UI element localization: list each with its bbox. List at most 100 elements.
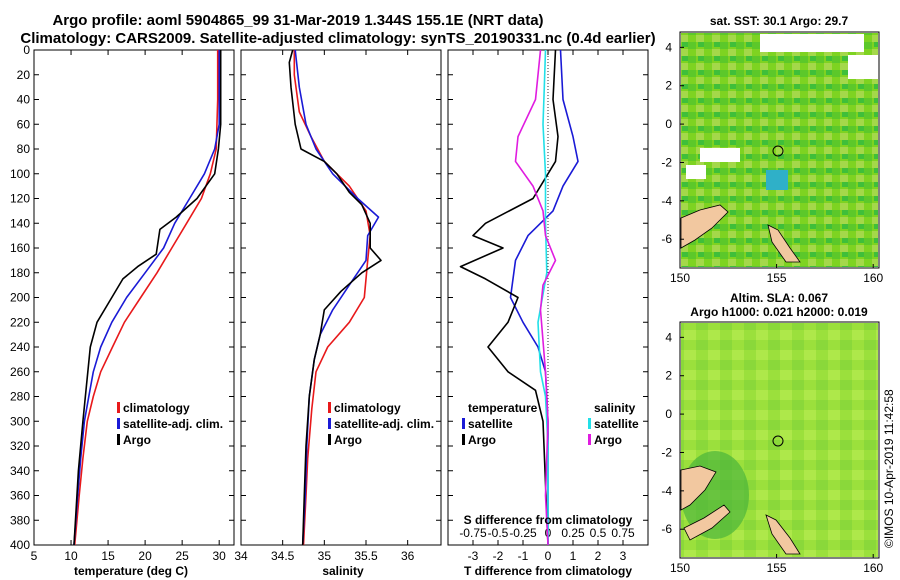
legend-satellite: satellite-adj. clim. xyxy=(334,417,434,431)
depth-tick-label: 100 xyxy=(10,167,30,181)
s-diff-tick-label: 0.75 xyxy=(611,526,635,540)
x-tick-label: 25 xyxy=(175,549,189,563)
sst-cloud-gap xyxy=(686,165,706,179)
depth-tick-label: 120 xyxy=(10,192,30,206)
legend-temperature-heading: temperature xyxy=(468,401,538,415)
map-lon-label: 155 xyxy=(767,271,787,285)
depth-tick-label: 160 xyxy=(10,241,30,255)
depth-tick-label: 320 xyxy=(10,439,30,453)
sst-cloud-gap xyxy=(848,55,878,79)
map-lon-label: 150 xyxy=(670,561,690,575)
temperature-chart: 5 10 15 20 25 30 xyxy=(31,50,226,563)
depth-tick-label: 60 xyxy=(17,117,31,131)
legend-swatch-s-argo xyxy=(588,434,591,445)
map-lat-label: -6 xyxy=(661,522,672,536)
sst-cool-patch xyxy=(766,170,788,190)
legend-swatch-climatology xyxy=(328,402,331,413)
legend-swatch-climatology xyxy=(117,402,120,413)
depth-tick-label: 80 xyxy=(17,142,31,156)
temperature-legend: climatology satellite-adj. clim. Argo xyxy=(117,401,223,447)
main-title-line2: Climatology: CARS2009. Satellite-adjuste… xyxy=(20,30,655,47)
depth-tick-label: 40 xyxy=(17,93,31,107)
main-title-line1: Argo profile: aoml 5904865_99 31-Mar-201… xyxy=(52,12,543,29)
map-lat-label: -2 xyxy=(661,445,672,459)
x-tick-label: 1 xyxy=(570,549,577,563)
depth-tick-label: 340 xyxy=(10,464,30,478)
x-tick-label: 34 xyxy=(234,549,248,563)
sst-map-title: sat. SST: 30.1 Argo: 29.7 xyxy=(710,14,849,28)
s-diff-tick-label: 0.5 xyxy=(590,526,607,540)
map-lon-label: 150 xyxy=(670,271,690,285)
map-lat-label: -4 xyxy=(661,484,672,498)
series-line-satellite-adj-clim- xyxy=(73,50,220,546)
s-diff-tick-label: -0.25 xyxy=(509,526,537,540)
legend-swatch-argo xyxy=(117,434,120,445)
series-line-t-satellite xyxy=(509,49,579,545)
x-tick-label: -2 xyxy=(493,549,504,563)
x-tick-label: 35 xyxy=(318,549,332,563)
x-tick-label: 36 xyxy=(401,549,415,563)
series-line-argo xyxy=(73,50,222,546)
sst-cloud-gap xyxy=(700,148,740,162)
x-tick-label: 5 xyxy=(31,549,38,563)
depth-tick-label: 280 xyxy=(10,390,30,404)
legend-swatch-t-argo xyxy=(462,434,465,445)
depth-tick-label: 220 xyxy=(10,315,30,329)
legend-swatch-satellite xyxy=(328,418,331,429)
temperature-panel xyxy=(33,49,235,546)
map-lat-label: 2 xyxy=(665,369,672,383)
land-icon xyxy=(683,504,731,541)
x-tick-label: -3 xyxy=(468,549,479,563)
map-lat-label: 0 xyxy=(665,407,672,421)
depth-tick-label: 0 xyxy=(23,43,30,57)
x-tick-label: 3 xyxy=(620,549,627,563)
legend-argo: Argo xyxy=(123,433,151,447)
s-diff-tick-label: -0.5 xyxy=(488,526,509,540)
map-lon-label: 155 xyxy=(767,561,787,575)
argo-location-marker-icon xyxy=(772,435,784,447)
legend-s-satellite: satellite xyxy=(594,417,639,431)
depth-tick-label: 380 xyxy=(10,513,30,527)
land-icon xyxy=(680,465,717,511)
temperature-xlabel: temperature (deg C) xyxy=(74,564,188,578)
map-lat-label: -2 xyxy=(661,155,672,169)
x-tick-label: 34.5 xyxy=(271,549,295,563)
map-lat-label: -6 xyxy=(661,232,672,246)
land-icon xyxy=(765,514,801,555)
x-tick-label: 2 xyxy=(595,549,602,563)
sst-map xyxy=(679,31,880,269)
x-tick-label: 35.5 xyxy=(354,549,378,563)
sla-map-title-line2: Argo h1000: 0.021 h2000: 0.019 xyxy=(690,305,868,319)
legend-t-argo: Argo xyxy=(468,433,496,447)
legend-climatology: climatology xyxy=(334,401,401,415)
legend-s-argo: Argo xyxy=(594,433,622,447)
depth-tick-label: 240 xyxy=(10,340,30,354)
difference-xlabel-top: S difference from climatology xyxy=(464,513,633,527)
depth-tick-label: 140 xyxy=(10,216,30,230)
s-diff-tick-label: -0.75 xyxy=(459,526,487,540)
series-line-t-argo xyxy=(459,49,559,546)
x-tick-label: -1 xyxy=(518,549,529,563)
legend-swatch-t-satellite xyxy=(462,418,465,429)
map-lat-label: 2 xyxy=(665,79,672,93)
difference-xlabel: T difference from climatology xyxy=(464,564,632,578)
map-axes: 150 155 160 4 2 0 -2 -4 -6 150 155 160 4 2 0 -2 -4 -6 xyxy=(661,40,883,575)
series-line-climatology xyxy=(73,50,219,546)
depth-tick-label: 180 xyxy=(10,266,30,280)
map-lon-label: 160 xyxy=(863,561,883,575)
salinity-xlabel: salinity xyxy=(322,564,364,578)
series-line-s-argo xyxy=(514,49,557,546)
salinity-chart: 34 34.5 35 35.5 36 xyxy=(234,49,415,563)
map-lon-label: 160 xyxy=(863,271,883,285)
depth-tick-label: 300 xyxy=(10,414,30,428)
legend-salinity-heading: salinity xyxy=(594,401,636,415)
sla-map xyxy=(679,321,880,559)
map-lat-label: 4 xyxy=(665,40,672,54)
x-tick-label: 15 xyxy=(101,549,115,563)
sla-map-title-line1: Altim. SLA: 0.067 xyxy=(730,291,828,305)
depth-axis: 0 20 40 60 80 100 120 140 160 180 200 220 240 260 280 3… xyxy=(10,43,648,552)
depth-tick-label: 400 xyxy=(10,538,30,552)
x-tick-label: 20 xyxy=(138,549,152,563)
map-lat-label: -4 xyxy=(661,194,672,208)
x-tick-label: 10 xyxy=(64,549,78,563)
